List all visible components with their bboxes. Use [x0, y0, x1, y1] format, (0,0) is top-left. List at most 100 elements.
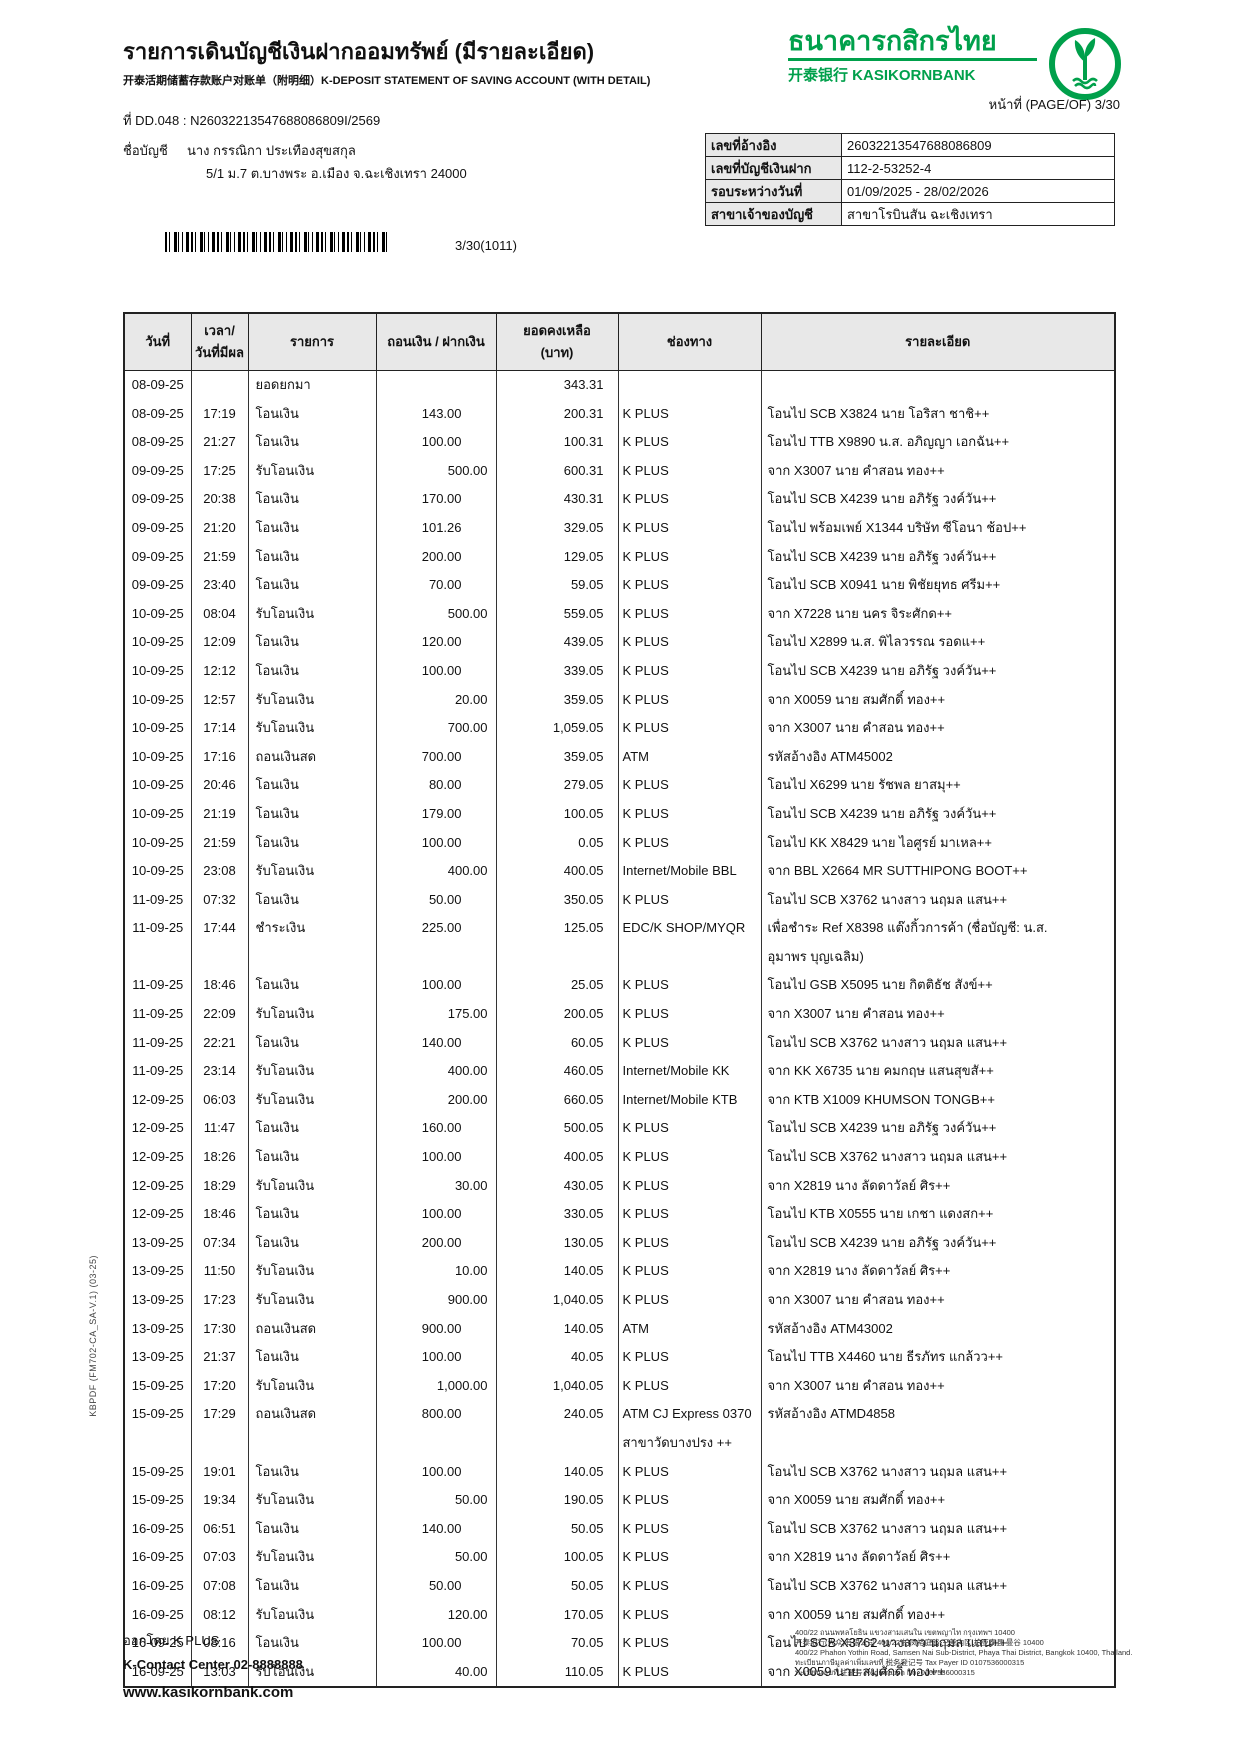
cell-date: 15-09-25 [123, 1457, 192, 1487]
txn-detail: จาก BBL X2664 MR SUTTHIPONG BOOT++ [767, 863, 1028, 879]
txn-channel: K PLUS [622, 1034, 669, 1050]
txn-channel: K PLUS [622, 1177, 669, 1193]
txn-detail: จาก X3007 นาย คำสอน ทอง++ [767, 1377, 945, 1393]
txn-balance: 400.05 [563, 863, 604, 879]
cell-channel: K PLUS [617, 685, 762, 715]
txn-time: 18:26 [203, 1149, 236, 1165]
info-label: เลขที่อ้างอิง [705, 133, 842, 157]
txn-description: โอนเงิน [255, 1206, 299, 1222]
txn-time: 23:14 [203, 1063, 236, 1079]
cell-date: 15-09-25 [123, 1486, 192, 1515]
cell-detail: โอนไป SCB X0941 นาย พิชัยยุทธ ศรีม++ [760, 571, 1116, 600]
info-row-branch: สาขาเจ้าของบัญชี สาขาโรบินสัน ฉะเชิงเทรา [705, 202, 1115, 226]
table-row: 11-09-25 22:09 รับโอนเงิน 175.00 200.05 … [123, 1000, 1116, 1029]
cell-description: โอนเงิน [247, 571, 377, 600]
txn-detail: โอนไป SCB X4239 นาย อภิรัฐ วงค์วัน++ [767, 491, 997, 507]
cell-channel: K PLUS [617, 1114, 762, 1144]
cell-detail: โอนไป SCB X3762 นางสาว นฤมล แสน++ [760, 1028, 1116, 1058]
txn-date: 11-09-25 [132, 891, 184, 907]
txn-time [192, 371, 248, 400]
cell-amount: 1,000.00 [375, 1371, 497, 1401]
txn-detail: จาก X3007 นาย คำสอน ทอง++ [767, 1006, 945, 1022]
bank-address-line: 400/22 Phahon Yothin Road, Samsen Nai Su… [795, 1648, 1133, 1657]
cell-time: 21:20 [190, 513, 249, 543]
txn-description: โอนเงิน [255, 634, 299, 650]
cell-amount: 900.00 [375, 1314, 497, 1344]
cell-time: 17:25 [190, 456, 249, 486]
cell-detail: โอนไป KTB X0555 นาย เกชา แดงสก++ [760, 1200, 1116, 1229]
cell-date: 12-09-25 [123, 1085, 192, 1115]
table-row: 09-09-25 21:59 โอนเงิน 200.00 129.05 K P… [123, 542, 1116, 572]
cell-channel: K PLUS [617, 1543, 762, 1572]
txn-description: โอนเงิน [255, 977, 299, 993]
cell-detail: จาก KK X6735 นาย คมกฤษ แสนสุขสั++ [760, 1057, 1116, 1086]
cell-detail: จาก X0059 นาย สมศักดิ์ ทอง++ [760, 1486, 1116, 1515]
txn-balance: 1,040.05 [552, 1377, 604, 1393]
info-value: สาขาโรบินสัน ฉะเชิงเทรา [841, 202, 1115, 226]
table-row: 09-09-25 23:40 โอนเงิน 70.00 59.05 K PLU… [123, 571, 1116, 600]
txn-detail: จาก X2819 นาง ลัดดาวัลย์ ศิร++ [767, 1549, 951, 1565]
header-detail: รายละเอียด [760, 312, 1116, 371]
txn-detail: โอนไป SCB X3762 นางสาว นฤมล แสน++ [767, 1577, 1008, 1593]
txn-balance: 350.05 [563, 891, 604, 907]
txn-channel-line2: สาขาวัดบางปรง ++ [622, 1434, 732, 1450]
txn-description: โอนเงิน [255, 548, 299, 564]
table-row: 10-09-25 17:16 ถอนเงินสด 700.00 359.05 A… [123, 742, 1116, 772]
cell-date: 13-09-25 [123, 1228, 192, 1258]
txn-date: 10-09-25 [131, 662, 184, 678]
cell-amount [375, 370, 497, 400]
cell-description: รับโอนเงิน [247, 685, 377, 715]
cell-channel [617, 370, 762, 400]
txn-detail: โอนไป SCB X0941 นาย พิชัยยุทธ ศรีม++ [767, 577, 1001, 593]
cell-detail: จาก X3007 นาย คำสอน ทอง++ [760, 1371, 1116, 1401]
table-row: 11-09-25 23:14 รับโอนเงิน 400.00 460.05 … [123, 1057, 1116, 1086]
txn-balance: 430.05 [563, 1177, 604, 1193]
cell-time: 17:20 [190, 1371, 249, 1401]
cell-detail: โอนไป SCB X3762 นางสาว นฤมล แสน++ [760, 885, 1116, 915]
cell-amount: 143.00 [375, 399, 497, 429]
txn-time: 19:01 [203, 1463, 236, 1479]
info-value: 26032213547688086809 [841, 133, 1115, 157]
cell-date: 09-09-25 [123, 513, 192, 543]
bank-address-line: 开泰银行(大众)有限公司 400/22 拍凤裕庭路 三善内区 拍亚泰县 曼谷 1… [795, 1638, 1044, 1647]
cell-time: 11:47 [190, 1114, 249, 1144]
txn-time: 08:04 [203, 605, 236, 621]
txn-description: โอนเงิน [255, 662, 299, 678]
txn-detail: โอนไป TTB X9890 น.ส. อภิญญา เอกฉัน++ [767, 434, 1010, 450]
txn-channel: K PLUS [622, 1206, 669, 1222]
cell-date: 08-09-25 [123, 428, 192, 457]
table-row: 13-09-25 07:34 โอนเงิน 200.00 130.05 K P… [123, 1228, 1116, 1258]
cell-date: 16-09-25 [123, 1629, 192, 1658]
cell-time: 08:04 [190, 599, 249, 629]
bank-address-line: 400/22 ถนนพหลโยธิน แขวงสามเสนใน เขตพญาไท… [795, 1628, 1015, 1637]
table-row: 11-09-25 22:21 โอนเงิน 140.00 60.05 K PL… [123, 1028, 1116, 1058]
page-number: หน้าที่ (PAGE/OF) 3/30 [988, 97, 1120, 112]
cell-description: ถอนเงินสด [247, 1400, 377, 1458]
cell-detail [760, 370, 1116, 400]
cell-balance: 140.05 [495, 1457, 619, 1487]
cell-amount: 40.00 [375, 1657, 497, 1688]
txn-time: 12:57 [203, 691, 236, 707]
txn-detail: จาก X3007 นาย คำสอน ทอง++ [767, 462, 945, 478]
table-row: 16-09-25 06:51 โอนเงิน 140.00 50.05 K PL… [123, 1514, 1116, 1544]
cell-channel: K PLUS [617, 1514, 762, 1544]
cell-amount: 100.00 [375, 1629, 497, 1658]
cell-detail: จาก X0059 นาย สมศักดิ์ ทอง++ [760, 1600, 1116, 1630]
cell-description: รับโอนเงิน [247, 1371, 377, 1401]
txn-detail: จาก KK X6735 นาย คมกฤษ แสนสุขสั++ [767, 1063, 994, 1079]
bank-address-block: 400/22 ถนนพหลโยธิน แขวงสามเสนใน เขตพญาไท… [795, 1628, 1135, 1678]
cell-description: รับโอนเงิน [247, 1543, 377, 1572]
txn-description: โอนเงิน [255, 1577, 299, 1593]
txn-date: 09-09-25 [131, 519, 184, 535]
txn-amount [377, 371, 496, 400]
table-row: 15-09-25 17:20 รับโอนเงิน 1,000.00 1,040… [123, 1371, 1116, 1401]
table-row: 12-09-25 18:26 โอนเงิน 100.00 400.05 K P… [123, 1143, 1116, 1172]
bank-address-line: ทะเบียนภาษีมูลค่าเพิ่มเลขที่ 税务登记号 Tax P… [795, 1658, 1025, 1667]
bank-sprout-icon [1047, 26, 1123, 107]
txn-amount: 500.00 [447, 605, 488, 621]
txn-amount: 700.00 [421, 748, 462, 764]
table-row: 12-09-25 18:29 รับโอนเงิน 30.00 430.05 K… [123, 1171, 1116, 1201]
txn-detail: รหัสอ้างอิง ATM43002 [767, 1320, 893, 1336]
cell-description: รับโอนเงิน [247, 599, 377, 629]
cell-date: 08-09-25 [123, 399, 192, 429]
